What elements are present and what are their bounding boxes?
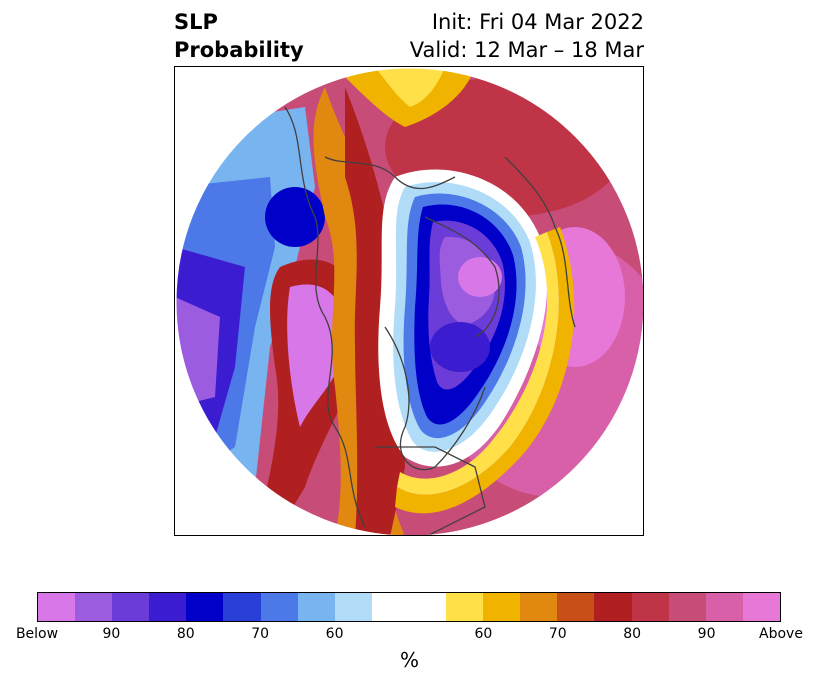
colorbar-segment	[75, 593, 113, 621]
colorbar-segment	[149, 593, 187, 621]
colorbar-segment	[371, 593, 409, 621]
colorbar-segment	[223, 593, 261, 621]
colorbar-segment	[483, 593, 521, 621]
colorbar-segment	[446, 593, 484, 621]
map-boundary	[175, 67, 643, 535]
colorbar-segment	[557, 593, 595, 621]
title-variable: SLP	[174, 10, 218, 34]
colorbar-tick-label: 60	[325, 626, 344, 642]
colorbar-segment	[38, 593, 76, 621]
colorbar-tick-label: 70	[251, 626, 270, 642]
colorbar-segment	[594, 593, 632, 621]
colorbar-segment	[705, 593, 743, 621]
colorbar-segment	[631, 593, 669, 621]
init-date: Init: Fri 04 Mar 2022	[431, 10, 644, 34]
forecast-dates: Init: Fri 04 Mar 2022 Valid: 12 Mar – 18…	[410, 8, 644, 64]
colorbar-tick-label: 70	[548, 626, 567, 642]
colorbar-ticks: Below 90 80 70 60 60 70 80 90 Above	[16, 626, 803, 646]
colorbar-label: %	[399, 648, 419, 672]
colorbar-segment	[520, 593, 558, 621]
coastline-outlines	[284, 106, 576, 535]
colorbar-segment	[186, 593, 224, 621]
chart-title: SLP Probability	[174, 8, 304, 64]
polar-probability-map	[174, 66, 644, 536]
colorbar-tick-label: 90	[697, 626, 716, 642]
valid-range: Valid: 12 Mar – 18 Mar	[409, 38, 644, 62]
colorbar-tick-label: 90	[102, 626, 121, 642]
colorbar-segment	[408, 593, 447, 621]
colorbar-segment	[334, 593, 372, 621]
probability-field	[176, 68, 643, 535]
colorbar-tick-label: 80	[176, 626, 195, 642]
colorbar-tick-label: Below	[15, 626, 59, 642]
colorbar-tick-label: Above	[759, 626, 803, 642]
colorbar-tick-label: 60	[474, 626, 493, 642]
title-subtitle: Probability	[174, 38, 304, 62]
colorbar	[37, 592, 781, 622]
colorbar-segment	[742, 593, 780, 621]
colorbar-segment	[668, 593, 706, 621]
colorbar-segment	[260, 593, 298, 621]
map-canvas	[175, 67, 643, 535]
colorbar-tick-label: 80	[623, 626, 642, 642]
colorbar-segment	[112, 593, 150, 621]
colorbar-segment	[297, 593, 335, 621]
